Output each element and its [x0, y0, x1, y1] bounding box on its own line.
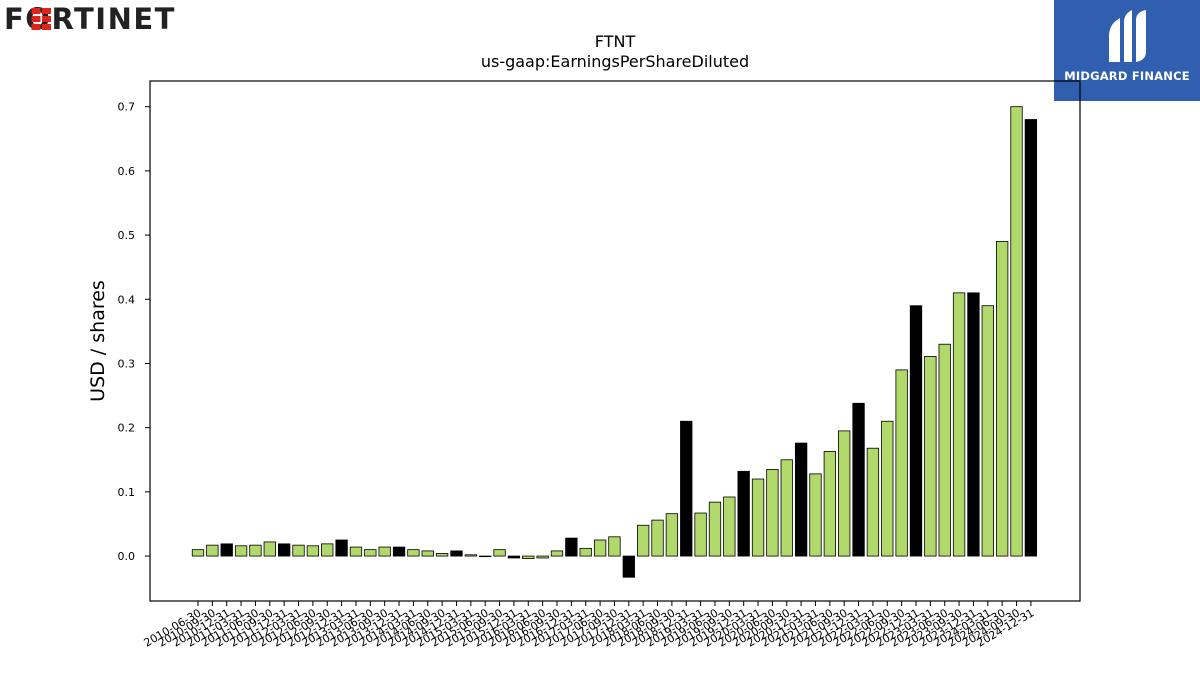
- bar-2015-03-31: [464, 554, 477, 557]
- bar-2016-06-30: [536, 555, 549, 559]
- y-tick-label-0.2: 0.2: [118, 422, 136, 435]
- bar-2019-06-30: [708, 501, 722, 557]
- y-tick-label-0.7: 0.7: [118, 101, 136, 114]
- fortinet-logo-mark: FORTINET: [4, 2, 174, 36]
- bar-2019-09-30: [723, 496, 736, 557]
- chart-title-block: FTNT us-gaap:EarningsPerShareDiluted: [150, 32, 1080, 72]
- bar-2018-09-30: [665, 513, 679, 557]
- bar-2018-06-30: [651, 519, 664, 557]
- bar-2011-03-31: [234, 545, 248, 557]
- bar-2024-09-30: [1010, 106, 1023, 557]
- bar-2017-06-30: [593, 539, 607, 557]
- y-tick-label-0.3: 0.3: [118, 357, 136, 370]
- bar-2024-03-31: [981, 305, 994, 557]
- bar-2021-03-31: [809, 473, 822, 557]
- bar-2011-06-30: [249, 544, 262, 557]
- bar-2021-09-30: [838, 430, 851, 557]
- bar-2014-03-31: [407, 549, 420, 557]
- bar-2016-09-30: [550, 550, 564, 557]
- bar-2010-09-30: [206, 544, 219, 557]
- bar-2018-03-31: [637, 524, 650, 557]
- y-tick-label-0.5: 0.5: [118, 229, 136, 242]
- y-axis-label: USD / shares: [87, 280, 109, 402]
- bar-2022-09-30: [895, 369, 908, 557]
- bar-2012-09-30: [321, 543, 334, 557]
- y-tick-label-0.1: 0.1: [118, 486, 136, 499]
- bar-2010-06-30: [191, 549, 205, 557]
- bar-2019-03-31: [694, 512, 707, 557]
- bar-2017-12-31: [622, 555, 635, 578]
- plot-frame: [149, 80, 1081, 602]
- y-tick-label-0.6: 0.6: [118, 165, 136, 178]
- bar-2024-12-31: [1024, 119, 1038, 557]
- bar-2017-09-30: [608, 536, 621, 557]
- bar-2020-09-30: [780, 459, 793, 557]
- bar-2021-12-31: [852, 402, 865, 557]
- bar-2021-06-30: [823, 451, 836, 557]
- bar-2023-06-30: [938, 343, 951, 557]
- bar-2020-06-30: [766, 468, 779, 557]
- midgard-finance-logo-text: MIDGARD FINANCE: [1064, 69, 1190, 83]
- bar-2013-03-31: [349, 546, 363, 557]
- bar-2010-12-31: [220, 543, 233, 557]
- bar-2013-12-31: [392, 546, 406, 557]
- bar-2016-12-31: [565, 537, 578, 557]
- chart-title: FTNT: [594, 32, 636, 51]
- fortinet-logo-red-grid: [31, 8, 51, 30]
- bar-2023-09-30: [952, 292, 966, 557]
- bar-2022-03-31: [866, 447, 880, 557]
- bar-2018-12-31: [680, 420, 693, 557]
- midgard-finance-emblem-icon: [1109, 10, 1146, 62]
- bar-2013-09-30: [378, 546, 391, 557]
- bar-2011-09-30: [263, 541, 276, 557]
- chart-subtitle: us-gaap:EarningsPerShareDiluted: [480, 52, 750, 71]
- midgard-finance-logo: MIDGARD FINANCE: [1054, 0, 1200, 101]
- bar-2012-06-30: [306, 545, 320, 557]
- bar-2022-06-30: [881, 420, 894, 557]
- bar-2012-12-31: [335, 539, 348, 557]
- bar-2023-03-31: [924, 356, 937, 557]
- bar-2015-12-31: [507, 555, 521, 559]
- bar-2024-06-30: [996, 241, 1009, 557]
- bar-2023-12-31: [967, 292, 980, 557]
- y-tick-label-0.4: 0.4: [118, 293, 136, 306]
- bar-2012-03-31: [292, 544, 305, 557]
- bar-2011-12-31: [278, 543, 291, 557]
- bar-2013-06-30: [364, 549, 377, 557]
- bar-2016-03-31: [522, 555, 535, 560]
- bar-2019-12-31: [737, 470, 750, 557]
- y-tick-label-0.0: 0.0: [118, 550, 136, 563]
- bar-2015-06-30: [479, 555, 492, 558]
- bar-2014-12-31: [450, 550, 463, 557]
- bar-2014-06-30: [421, 550, 434, 557]
- bar-2020-03-31: [751, 478, 765, 557]
- bar-2022-12-31: [909, 305, 923, 557]
- fortinet-logo: FORTINET: [4, 2, 236, 36]
- bar-2015-09-30: [493, 549, 506, 557]
- bar-2020-12-31: [794, 442, 808, 557]
- bar-2014-09-30: [435, 553, 449, 557]
- bar-2017-03-31: [579, 547, 592, 557]
